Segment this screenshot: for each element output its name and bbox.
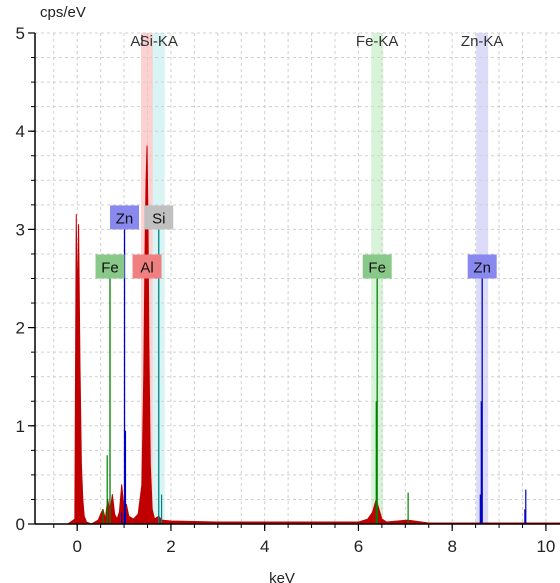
tag-zn-bg [467, 254, 497, 279]
ticks: 0 2 4 6 8 10 0 1 2 3 4 5 [16, 24, 556, 556]
y-tick-label: 5 [16, 24, 25, 43]
y-tick-label: 2 [16, 319, 25, 338]
tag-si-bg [144, 205, 174, 230]
x-tick-label: 6 [354, 537, 363, 556]
tag-zn: Zn [473, 260, 491, 277]
y-tick-label: 0 [16, 515, 25, 534]
spectrum-series [67, 145, 560, 525]
tag-al: Al [140, 260, 153, 277]
line-band-label-1: Si-KA [140, 33, 178, 50]
tag-al-bg [132, 254, 162, 279]
line-band-label-3: Zn-KA [461, 33, 504, 50]
line-band-label-0: Al [130, 33, 143, 50]
x-tick-label: 4 [260, 537, 269, 556]
y-axis-title: cps/eV [40, 4, 86, 21]
tag-fe-bg [95, 254, 125, 279]
x-axis-title: keV [269, 570, 295, 583]
x-tick-label: 8 [447, 537, 456, 556]
y-tick-label: 4 [16, 122, 25, 141]
tag-zn: Zn [116, 210, 134, 227]
tag-fe: Fe [101, 260, 119, 277]
x-tick-label: 0 [72, 537, 81, 556]
tag-zn-bg [110, 205, 140, 230]
spectrum-layer [67, 145, 560, 525]
y-tick-label: 1 [16, 417, 25, 436]
grid [35, 32, 560, 524]
y-tick-label: 3 [16, 220, 25, 239]
line-band-label-2: Fe-KA [356, 33, 399, 50]
element-tags: Fe Zn Al Si Fe Zn [95, 205, 497, 279]
x-tick-label: 2 [166, 537, 175, 556]
tag-si: Si [152, 210, 165, 227]
tag-fe: Fe [368, 260, 386, 277]
tag-fe-bg [362, 254, 392, 279]
x-tick-label: 10 [536, 537, 555, 556]
element-markers [102, 229, 527, 524]
